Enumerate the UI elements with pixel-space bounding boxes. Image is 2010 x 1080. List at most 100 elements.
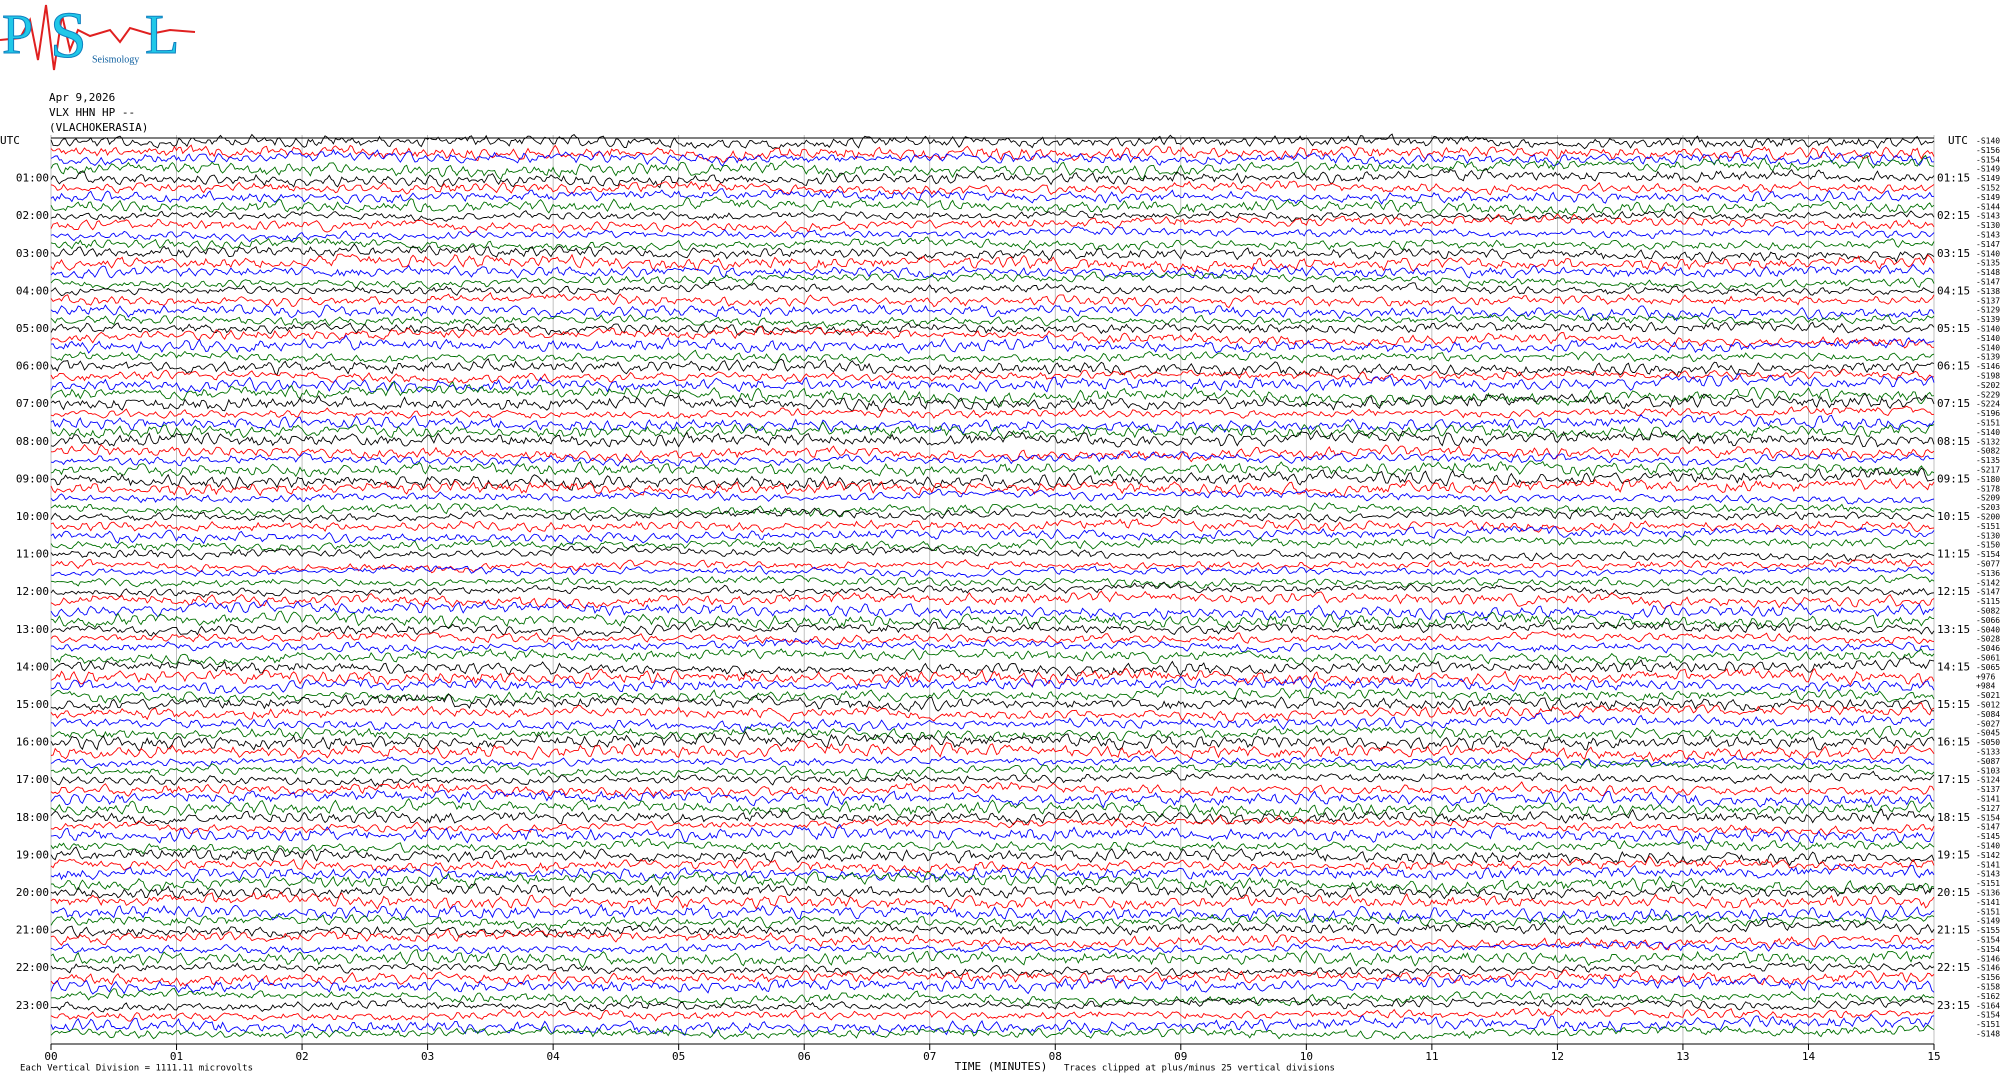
- trace: [50, 421, 1935, 440]
- x-tick-label: 09: [1174, 1050, 1187, 1063]
- trace-offset: -S150: [1976, 541, 2000, 550]
- hour-label: 07:15: [1937, 397, 1970, 410]
- trace-offset: -S164: [1976, 1001, 2000, 1010]
- trace-offset: -S028: [1976, 635, 2000, 644]
- trace-offset: -S156: [1976, 146, 2000, 155]
- trace: [50, 599, 1935, 622]
- trace: [50, 712, 1935, 734]
- trace: [50, 637, 1935, 654]
- trace: [50, 996, 1934, 1013]
- trace-offset: -S200: [1976, 513, 2000, 522]
- trace: [50, 882, 1935, 901]
- clip-note: Traces clipped at plus/minus 25 vertical…: [1064, 1064, 1335, 1074]
- trace-offset: -S141: [1976, 860, 2000, 869]
- trace: [50, 581, 1935, 598]
- hour-label: 14:15: [1937, 660, 1970, 673]
- trace: [50, 243, 1935, 263]
- hour-label: 03:00: [16, 247, 49, 260]
- trace: [50, 949, 1935, 969]
- trace-offset: -S135: [1976, 456, 2000, 465]
- trace: [50, 292, 1935, 309]
- x-tick-label: 04: [547, 1050, 561, 1063]
- hour-label: 21:00: [16, 924, 49, 937]
- trace-offset: -S151: [1976, 522, 2000, 531]
- trace: [50, 769, 1935, 787]
- trace-offset: -S103: [1976, 766, 2000, 775]
- trace-offset: -S154: [1976, 813, 2000, 822]
- trace-offset: -S148: [1976, 1030, 2000, 1039]
- trace: [50, 913, 1935, 931]
- trace: [50, 573, 1935, 589]
- trace-offset: -S140: [1976, 428, 2000, 437]
- trace-offset: -S217: [1976, 466, 2000, 475]
- trace-offset: -S162: [1976, 992, 2000, 1001]
- trace-offset: -S082: [1976, 447, 2000, 456]
- trace: [50, 755, 1935, 768]
- trace: [50, 903, 1935, 925]
- hour-label: 01:15: [1937, 172, 1970, 185]
- trace: [50, 1007, 1935, 1022]
- hour-label: 22:15: [1937, 961, 1970, 974]
- trace-offset: -S065: [1976, 663, 2000, 672]
- trace-offset: -S139: [1976, 353, 2000, 362]
- trace-offset: -S045: [1976, 729, 2000, 738]
- trace-offset: -S151: [1976, 1020, 2000, 1029]
- trace: [50, 871, 1935, 895]
- trace-offset: -S133: [1976, 748, 2000, 757]
- trace-offset: -S147: [1976, 278, 2000, 287]
- trace-offset: -S140: [1976, 249, 2000, 258]
- trace: [50, 253, 1935, 274]
- hour-label: 16:00: [16, 736, 49, 749]
- trace-offset: -S154: [1976, 945, 2000, 954]
- x-tick-label: 03: [421, 1050, 434, 1063]
- trace-offset: -S087: [1976, 757, 2000, 766]
- trace: [50, 534, 1935, 553]
- trace-offset: +984: [1976, 682, 1995, 691]
- trace: [50, 864, 1935, 883]
- hour-label: 17:00: [16, 773, 49, 786]
- trace: [50, 263, 1935, 279]
- trace: [50, 321, 1935, 336]
- trace: [50, 405, 1935, 419]
- trace: [50, 545, 1935, 562]
- trace-offset: -S040: [1976, 625, 2000, 634]
- trace-offset: -S129: [1976, 306, 2000, 315]
- trace-offset: -S154: [1976, 550, 2000, 559]
- trace: [50, 225, 1935, 243]
- site: (VLACHOKERASIA): [49, 121, 148, 134]
- trace: [50, 928, 1935, 951]
- trace-offset: -S229: [1976, 390, 2000, 399]
- x-tick-label: 10: [1300, 1050, 1313, 1063]
- trace: [50, 610, 1935, 630]
- date: Apr 9,2026: [49, 91, 115, 104]
- trace-offset: -S146: [1976, 954, 2000, 963]
- trace-offset: -S147: [1976, 823, 2000, 832]
- trace-offset: -S140: [1976, 334, 2000, 343]
- trace-offset: -S077: [1976, 560, 2000, 569]
- trace: [50, 814, 1935, 837]
- trace-offset: -S115: [1976, 597, 2000, 606]
- trace-offset: -S180: [1976, 475, 2000, 484]
- trace: [50, 758, 1935, 780]
- hour-label: 03:15: [1937, 247, 1970, 260]
- trace-offset: -S144: [1976, 202, 2000, 211]
- trace-offset: -S124: [1976, 776, 2000, 785]
- trace: [50, 988, 1935, 1007]
- trace: [50, 693, 1934, 713]
- trace: [50, 565, 1935, 578]
- trace: [50, 210, 1935, 222]
- trace-offset: -S149: [1976, 174, 2000, 183]
- trace-offset: -S139: [1976, 315, 2000, 324]
- hour-label: 07:00: [16, 397, 49, 410]
- x-tick-label: 07: [923, 1050, 936, 1063]
- x-tick-label: 14: [1802, 1050, 1816, 1063]
- logo-squiggle: [0, 4, 196, 71]
- trace: [50, 213, 1935, 234]
- trace: [50, 846, 1935, 867]
- trace: [50, 196, 1935, 216]
- trace: [50, 133, 1935, 150]
- hour-label: 15:15: [1937, 698, 1970, 711]
- hour-label: 12:00: [16, 585, 49, 598]
- hour-label: 18:15: [1937, 811, 1970, 824]
